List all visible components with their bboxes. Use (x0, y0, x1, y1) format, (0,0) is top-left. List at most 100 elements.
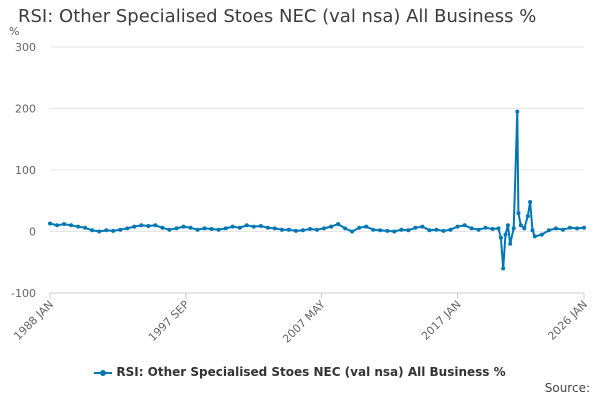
data-point[interactable] (48, 221, 52, 226)
data-point[interactable] (336, 222, 341, 227)
data-point[interactable] (498, 235, 503, 240)
data-point[interactable] (462, 223, 467, 228)
data-point[interactable] (385, 228, 390, 233)
legend-label: RSI: Other Specialised Stoes NEC (val ns… (116, 365, 506, 379)
data-point[interactable] (476, 227, 481, 232)
data-point[interactable] (111, 228, 116, 233)
data-point[interactable] (188, 225, 193, 230)
data-point[interactable] (202, 226, 207, 231)
data-point[interactable] (55, 223, 59, 228)
data-point[interactable] (448, 227, 453, 232)
data-point[interactable] (104, 228, 109, 233)
data-point[interactable] (62, 222, 67, 227)
data-point[interactable] (532, 234, 537, 239)
data-point[interactable] (357, 225, 362, 230)
y-axis-unit: % (9, 25, 20, 38)
data-point[interactable] (364, 224, 369, 229)
data-point[interactable] (522, 226, 527, 231)
chart-legend[interactable]: RSI: Other Specialised Stoes NEC (val ns… (0, 365, 600, 379)
data-point[interactable] (503, 232, 508, 237)
data-point[interactable] (153, 223, 158, 228)
series-line[interactable] (49, 110, 585, 270)
data-point[interactable] (469, 226, 474, 231)
data-point[interactable] (174, 226, 179, 231)
data-point[interactable] (518, 223, 523, 228)
data-point[interactable] (251, 224, 256, 229)
data-point[interactable] (286, 227, 291, 232)
data-point[interactable] (515, 109, 520, 114)
data-point[interactable] (528, 200, 533, 204)
data-point[interactable] (322, 226, 326, 231)
y-tick-label: 100 (15, 164, 36, 177)
data-point[interactable] (483, 225, 488, 230)
data-point[interactable] (195, 227, 200, 232)
data-point[interactable] (420, 224, 425, 229)
data-point[interactable] (525, 214, 530, 219)
data-point[interactable] (76, 224, 81, 229)
data-point[interactable] (406, 228, 411, 233)
data-point[interactable] (181, 224, 186, 229)
data-point[interactable] (399, 227, 404, 232)
data-point[interactable] (567, 225, 572, 230)
data-point[interactable] (308, 227, 312, 231)
data-point[interactable] (392, 229, 397, 234)
data-point[interactable] (146, 224, 151, 228)
data-point[interactable] (83, 225, 88, 230)
data-point[interactable] (244, 223, 249, 228)
x-tick-label: 1997 SEP (146, 298, 192, 344)
data-point[interactable] (258, 224, 263, 228)
data-point[interactable] (160, 225, 165, 230)
data-point[interactable] (490, 227, 495, 231)
y-tick-label: 0 (29, 226, 36, 239)
data-point[interactable] (69, 223, 74, 228)
data-point[interactable] (539, 232, 544, 237)
x-tick-label: 2007 MAY (280, 298, 328, 346)
data-point[interactable] (216, 227, 221, 232)
data-point[interactable] (441, 228, 446, 233)
legend-swatch-icon (94, 368, 113, 378)
data-point[interactable] (237, 225, 242, 230)
data-point[interactable] (582, 225, 586, 230)
data-point[interactable] (455, 224, 460, 229)
data-point[interactable] (508, 241, 513, 246)
data-point[interactable] (530, 228, 535, 233)
data-point[interactable] (279, 227, 284, 232)
data-point[interactable] (350, 229, 355, 234)
data-point[interactable] (132, 224, 137, 229)
y-tick-label: -100 (11, 287, 36, 300)
data-point[interactable] (343, 226, 348, 231)
data-point[interactable] (315, 227, 319, 232)
chart-title: RSI: Other Specialised Stoes NEC (val ns… (18, 6, 537, 27)
data-point[interactable] (575, 226, 579, 231)
data-point[interactable] (272, 226, 277, 231)
data-point[interactable] (546, 228, 551, 233)
data-point[interactable] (501, 266, 506, 271)
data-point[interactable] (230, 224, 235, 229)
data-point[interactable] (378, 228, 383, 233)
data-point[interactable] (209, 227, 214, 231)
data-point[interactable] (90, 228, 95, 233)
data-point[interactable] (427, 228, 432, 233)
data-point[interactable] (553, 226, 558, 231)
y-tick-label: 200 (15, 103, 36, 116)
data-point[interactable] (434, 227, 439, 232)
data-point[interactable] (167, 227, 172, 232)
data-point[interactable] (511, 226, 516, 231)
data-point[interactable] (516, 211, 521, 216)
data-point[interactable] (223, 226, 228, 231)
data-point[interactable] (560, 227, 565, 232)
data-point[interactable] (125, 226, 130, 231)
data-point[interactable] (293, 228, 298, 233)
data-point[interactable] (265, 225, 270, 230)
data-point[interactable] (118, 227, 123, 232)
data-point[interactable] (300, 228, 305, 233)
data-point[interactable] (413, 225, 418, 230)
data-point[interactable] (329, 224, 334, 229)
y-tick-label: 300 (15, 41, 36, 54)
data-point[interactable] (505, 223, 510, 228)
data-point[interactable] (97, 229, 102, 234)
data-point[interactable] (139, 223, 144, 228)
data-point[interactable] (371, 227, 376, 232)
data-point[interactable] (496, 226, 501, 231)
